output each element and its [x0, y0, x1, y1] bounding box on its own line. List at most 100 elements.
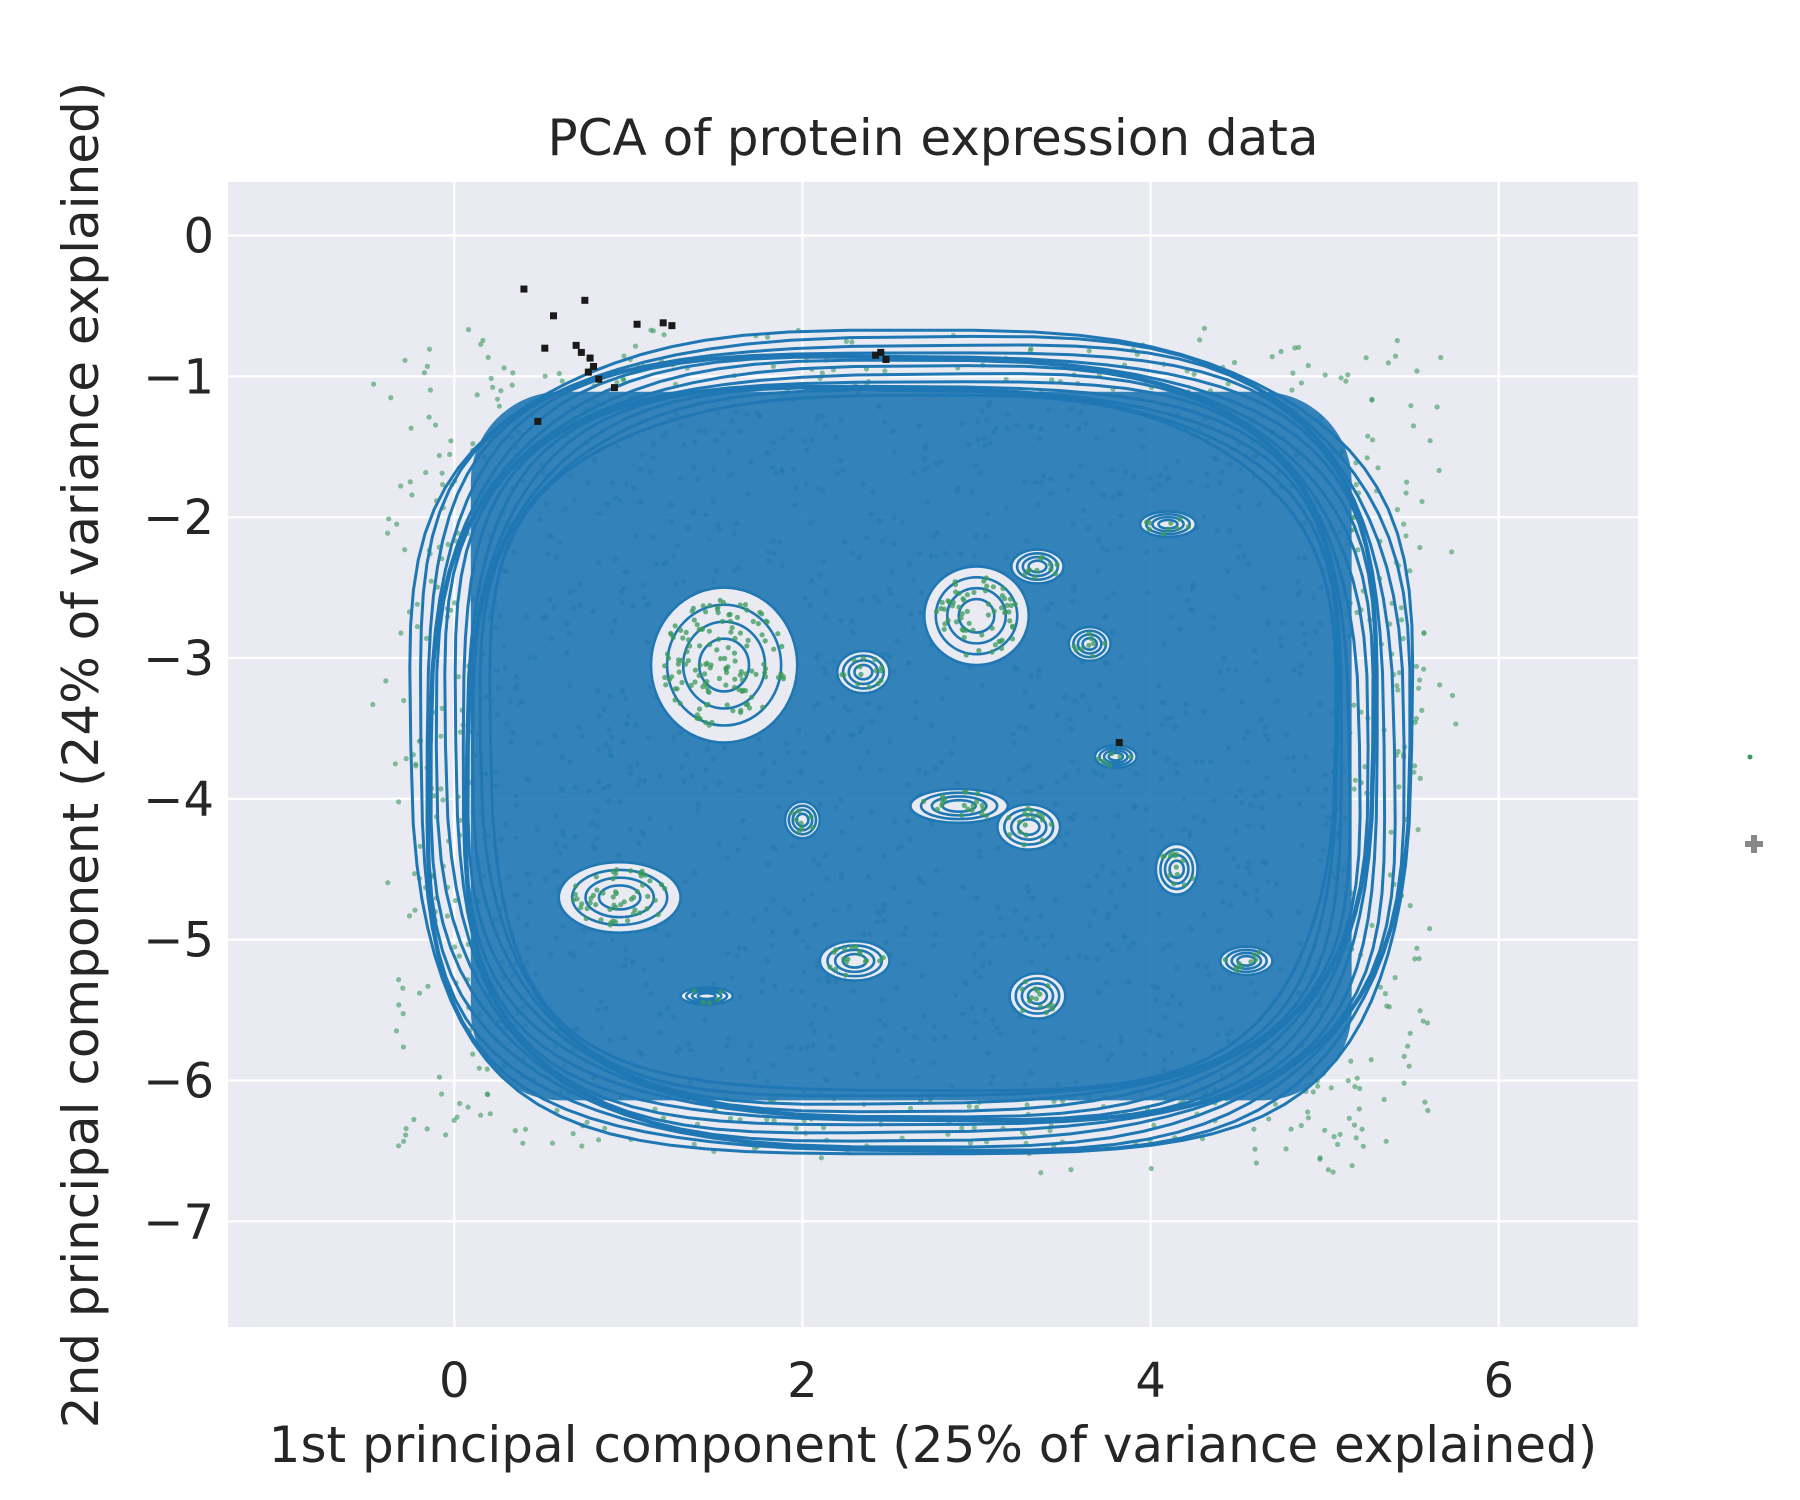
scatter-point — [1191, 371, 1197, 377]
scatter-point — [1394, 683, 1400, 689]
scatter-point — [1317, 1156, 1323, 1162]
scatter-point — [760, 704, 766, 710]
scatter-point — [742, 602, 749, 608]
scatter-point — [958, 615, 964, 621]
scatter-point — [440, 482, 446, 488]
scatter-point — [706, 628, 713, 634]
scatter-point — [737, 602, 743, 608]
scatter-point — [445, 541, 451, 548]
scatter-point — [956, 604, 962, 610]
scatter-point — [1400, 636, 1406, 642]
scatter-point — [1354, 609, 1360, 616]
scatter-point — [858, 671, 864, 678]
scatter-point — [1330, 1169, 1336, 1175]
scatter-point — [1337, 1131, 1343, 1137]
scatter-point — [745, 637, 751, 644]
scatter-point — [494, 396, 501, 402]
scatter-point — [1411, 769, 1417, 775]
scatter-point — [849, 944, 855, 950]
scatter-point — [1325, 1167, 1331, 1173]
scatter-point — [501, 365, 507, 371]
scatter-point — [742, 688, 749, 694]
y-tick-label: −1 — [143, 349, 214, 405]
scatter-point — [1039, 817, 1046, 823]
scatter-point — [1405, 1043, 1411, 1049]
scatter-point — [666, 655, 672, 661]
scatter-point — [771, 646, 777, 652]
scatter-point — [396, 1002, 402, 1008]
scatter-point — [1412, 956, 1418, 962]
scatter-point — [1335, 1141, 1341, 1147]
scatter-point — [976, 648, 982, 654]
scatter-point — [959, 611, 965, 617]
scatter-point — [1003, 609, 1009, 615]
scatter-point — [732, 676, 738, 682]
x-tick-label: 4 — [1135, 1353, 1166, 1409]
scatter-point — [1256, 949, 1262, 955]
scatter-point — [1148, 1165, 1154, 1172]
scatter-point — [1305, 362, 1311, 369]
scatter-point — [621, 353, 627, 359]
scatter-point — [426, 346, 433, 352]
scatter-point — [1353, 482, 1359, 488]
scatter-point — [726, 612, 732, 618]
scatter-point — [959, 812, 965, 818]
scatter-point — [1331, 1134, 1337, 1140]
scatter-point — [1020, 1007, 1026, 1014]
scatter-point — [697, 662, 703, 668]
scatter-point — [644, 906, 650, 912]
scatter-point — [1354, 1075, 1360, 1081]
scatter-point — [647, 878, 653, 884]
scatter-point — [440, 797, 446, 803]
scatter-point — [1360, 1143, 1366, 1149]
scatter-point — [661, 332, 667, 338]
scatter-point — [578, 905, 584, 911]
scatter-point — [610, 894, 616, 900]
scatter-point — [843, 338, 850, 344]
contour-line — [1230, 951, 1263, 971]
scatter-point — [1348, 1058, 1354, 1064]
scatter-point — [396, 977, 402, 983]
scatter-point — [1197, 337, 1203, 343]
scatter-point — [704, 685, 710, 691]
contour-line — [1107, 751, 1125, 762]
scatter-point — [383, 678, 389, 684]
scatter-point — [1251, 1126, 1257, 1132]
scatter-point — [1392, 353, 1399, 359]
scatter-point — [674, 686, 680, 692]
scatter-point — [1008, 602, 1014, 609]
scatter-point — [1185, 524, 1192, 530]
contour-line — [833, 948, 876, 974]
scatter-point — [1007, 596, 1014, 602]
scatter-point — [779, 643, 785, 650]
y-tick-label: −6 — [143, 1054, 214, 1110]
scatter-point — [704, 660, 710, 666]
scatter-point — [385, 530, 391, 536]
scatter-point — [594, 887, 600, 893]
scatter-point — [1421, 630, 1427, 636]
scatter-point — [961, 597, 967, 603]
scatter-point — [808, 814, 814, 820]
scatter-point — [980, 806, 986, 812]
scatter-point — [1010, 624, 1016, 630]
scatter-point — [963, 652, 969, 658]
scatter-point — [1068, 1167, 1074, 1173]
scatter-point — [764, 1116, 770, 1123]
scatter-point — [1128, 754, 1134, 760]
scatter-point — [1296, 344, 1302, 350]
scatter-point — [737, 630, 744, 636]
scatter-point — [718, 989, 724, 995]
scatter-point — [685, 658, 692, 664]
scatter-point — [1395, 687, 1401, 693]
scatter-point — [697, 643, 703, 649]
scatter-point — [724, 702, 730, 708]
contour-island — [651, 587, 798, 743]
scatter-point — [985, 601, 992, 607]
scatter-point — [1049, 1006, 1056, 1012]
scatter-point — [1173, 864, 1179, 870]
scatter-point — [388, 395, 394, 401]
scatter-point — [983, 575, 989, 581]
scatter-point — [598, 917, 604, 923]
scatter-point — [628, 868, 634, 874]
scatter-point — [1351, 702, 1357, 708]
